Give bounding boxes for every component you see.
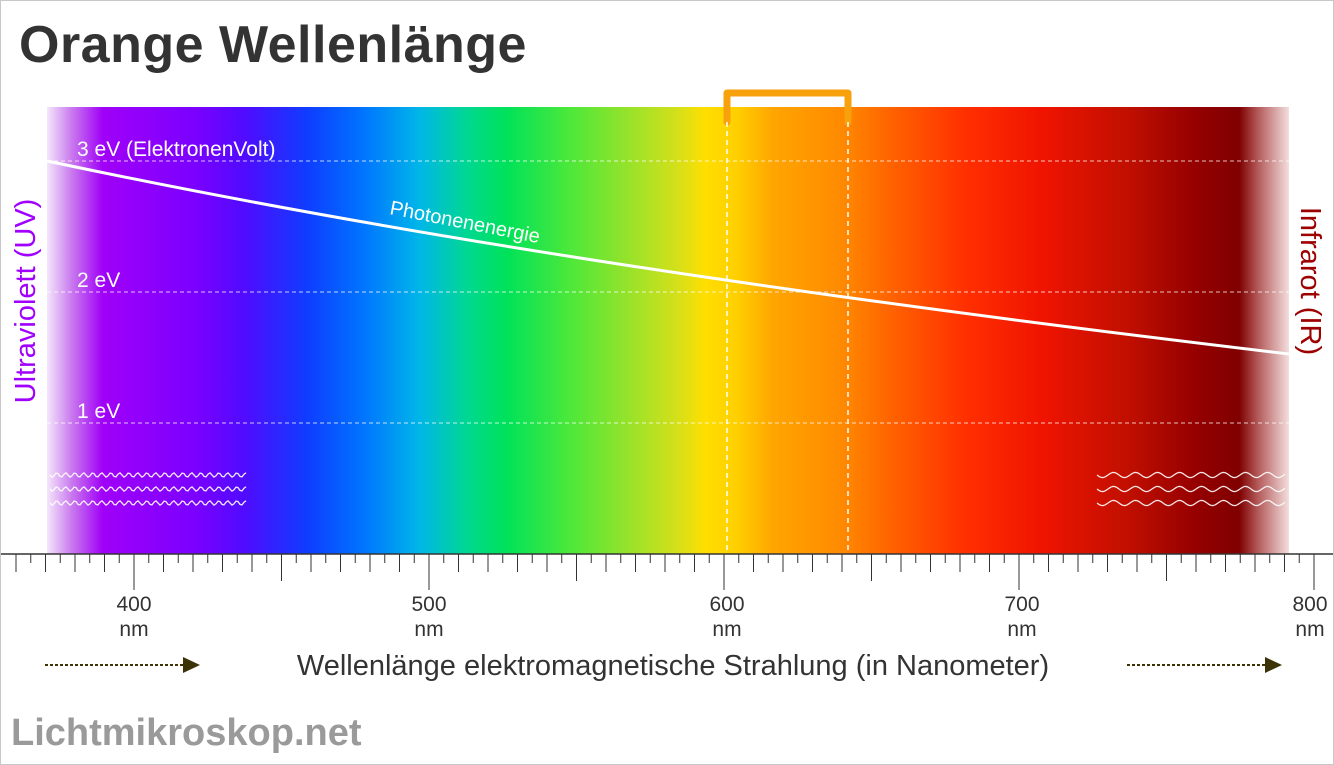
tick-label-400: 400 xyxy=(116,593,151,616)
tick-label-800: 800 xyxy=(1292,593,1327,616)
axis-arrow-left xyxy=(45,657,200,673)
label-1ev: 1 eV xyxy=(77,400,120,423)
ir-label: Infrarot (IR) xyxy=(1294,207,1326,355)
tick-unit-400: nm xyxy=(119,618,148,641)
ir-wave-icon xyxy=(1096,471,1286,507)
axis-arrow-right xyxy=(1127,657,1282,673)
label-3ev: 3 eV (ElektronenVolt) xyxy=(77,138,275,161)
spectrum-band xyxy=(47,107,1289,554)
photon-energy-curve xyxy=(46,159,1290,356)
axis-title: Wellenlänge elektromagnetische Strahlung… xyxy=(297,650,1049,682)
tick-unit-800: nm xyxy=(1295,618,1324,641)
tick-unit-500: nm xyxy=(414,618,443,641)
tick-label-600: 600 xyxy=(709,593,744,616)
watermark: Lichtmikroskop.net xyxy=(11,712,362,754)
page-title: Orange Wellenlänge xyxy=(19,16,527,74)
label-2ev: 2 eV xyxy=(77,269,120,292)
uv-label: Ultraviolett (UV) xyxy=(10,199,42,404)
tick-label-500: 500 xyxy=(411,593,446,616)
tick-unit-600: nm xyxy=(712,618,741,641)
orange-range-bracket xyxy=(723,89,852,126)
uv-wave-icon xyxy=(49,471,247,507)
tick-label-700: 700 xyxy=(1004,593,1039,616)
tick-unit-700: nm xyxy=(1007,618,1036,641)
axis-ticks xyxy=(15,554,1315,590)
